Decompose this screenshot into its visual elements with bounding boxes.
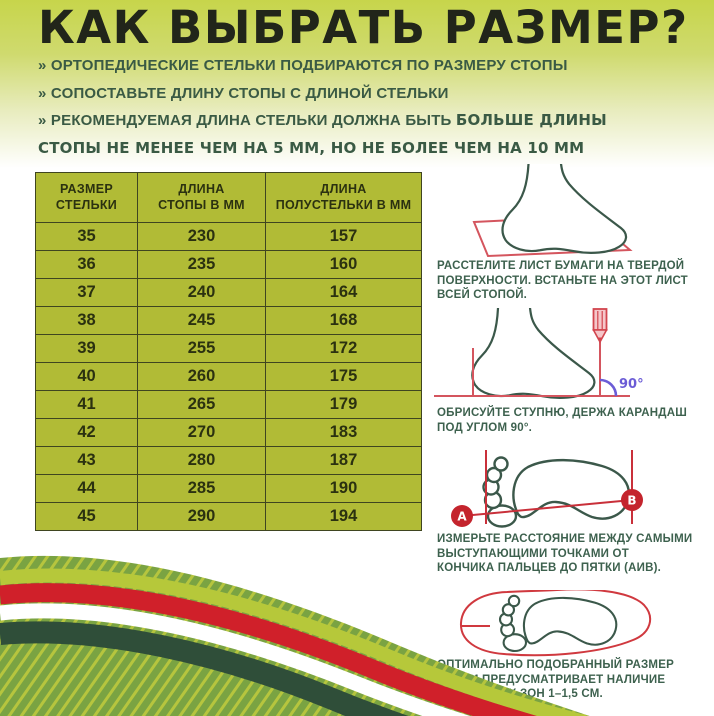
table-row: 41 265 179: [35, 389, 422, 419]
swoosh-red-band: [0, 583, 537, 716]
step-caption-3: ИЗМЕРЬТЕ РАССТОЯНИЕ МЕЖДУ САМЫМИ ВЫСТУПА…: [437, 533, 693, 574]
decorative-swoosh: [0, 552, 714, 716]
table-cell: 175: [265, 361, 422, 391]
column-header-half-insole-length: ДЛИНА ПОЛУСТЕЛЬКИ В ММ: [265, 172, 422, 223]
insole-outline-red: [459, 590, 652, 657]
table-cell: 187: [265, 445, 422, 475]
table-row: 38 245 168: [35, 305, 422, 335]
svg-text:А: А: [457, 510, 467, 524]
swoosh-dark-band: [0, 621, 409, 716]
table-cell: 230: [137, 221, 266, 251]
swoosh-bright-band: [0, 568, 590, 716]
table-cell: 270: [137, 417, 266, 447]
table-cell: 35: [35, 221, 138, 251]
table-cell: 45: [35, 501, 138, 531]
table-row: 42 270 183: [35, 417, 422, 447]
table-cell: 179: [265, 389, 422, 419]
bullet-marker: »: [38, 112, 47, 129]
table-header-row: РАЗМЕР СТЕЛЬКИ ДЛИНА СТОПЫ В ММ ДЛИНА ПО…: [35, 172, 422, 223]
table-row: 35 230 157: [35, 221, 422, 251]
bullet-item: » ОРТОПЕДИЧЕСКИЕ СТЕЛЬКИ ПОДБИРАЮТСЯ ПО …: [38, 52, 698, 80]
bullet-text: ОРТОПЕДИЧЕСКИЕ СТЕЛЬКИ ПОДБИРАЮТСЯ ПО РА…: [50, 57, 568, 74]
footprint-outline: [482, 456, 631, 528]
top-gradient-band: [0, 0, 714, 168]
bullet-text: СОПОСТАВЬТЕ ДЛИНУ СТОПЫ С ДЛИНОЙ СТЕЛЬКИ: [50, 84, 449, 102]
angle-label: 90°: [619, 377, 644, 392]
table-cell: 240: [137, 277, 266, 307]
table-cell: 157: [265, 221, 422, 251]
table-cell: 37: [35, 277, 138, 307]
table-cell: 194: [265, 501, 422, 531]
table-row: 45 290 194: [35, 501, 422, 531]
table-cell: 245: [137, 305, 266, 335]
table-row: 43 280 187: [35, 445, 422, 475]
table-row: 39 255 172: [35, 333, 422, 363]
table-cell: 168: [265, 305, 422, 335]
table-row: 44 285 190: [35, 473, 422, 503]
table-cell: 265: [137, 389, 266, 419]
column-header-size: РАЗМЕР СТЕЛЬКИ: [35, 172, 138, 223]
table-row: 37 240 164: [35, 277, 422, 307]
table-cell: 183: [265, 417, 422, 447]
table-cell: 41: [35, 389, 138, 419]
step-caption-2: ОБРИСУЙТЕ СТУПНЮ, ДЕРЖА КАРАНДАШ ПОД УГЛ…: [437, 407, 687, 434]
bullet-text: РЕКОМЕНДУЕМАЯ ДЛИНА СТЕЛЬКИ ДОЛЖНА БЫТЬ: [50, 112, 456, 129]
foot-side-outline: [471, 308, 596, 399]
table-cell: 36: [35, 249, 138, 279]
table-row: 40 260 175: [35, 361, 422, 391]
bullet-item: » РЕКОМЕНДУЕМАЯ ДЛИНА СТЕЛЬКИ ДОЛЖНА БЫТ…: [38, 107, 698, 162]
point-b-badge: В: [621, 489, 643, 511]
page-title: КАК ВЫБРАТЬ РАЗМЕР?: [38, 1, 689, 54]
table-cell: 280: [137, 445, 266, 475]
diagram-measure-footprint: А В: [448, 448, 650, 534]
table-cell: 290: [137, 501, 266, 531]
table-cell: 285: [137, 473, 266, 503]
bullet-list: » ОРТОПЕДИЧЕСКИЕ СТЕЛЬКИ ПОДБИРАЮТСЯ ПО …: [38, 52, 698, 162]
table-cell: 40: [35, 361, 138, 391]
table-cell: 160: [265, 249, 422, 279]
diagram-foot-on-paper: [458, 164, 642, 260]
foot-side-outline: [501, 164, 628, 254]
table-cell: 255: [137, 333, 266, 363]
diagram-free-zone: [452, 590, 668, 660]
table-cell: 235: [137, 249, 266, 279]
table-cell: 164: [265, 277, 422, 307]
table-cell: 172: [265, 333, 422, 363]
size-table: РАЗМЕР СТЕЛЬКИ ДЛИНА СТОПЫ В ММ ДЛИНА ПО…: [35, 172, 422, 531]
step-caption-1: РАССТЕЛИТЕ ЛИСТ БУМАГИ НА ТВЕРДОЙ ПОВЕРХ…: [437, 260, 688, 301]
swoosh-white-band: [0, 603, 471, 716]
bullet-item: » СОПОСТАВЬТЕ ДЛИНУ СТОПЫ С ДЛИНОЙ СТЕЛЬ…: [38, 80, 698, 108]
column-header-foot-length: ДЛИНА СТОПЫ В ММ: [137, 172, 266, 223]
point-a-badge: А: [451, 505, 473, 527]
table-cell: 39: [35, 333, 138, 363]
diagram-trace-foot: 90°: [432, 308, 644, 402]
step-caption-4: ОПТИМАЛЬНО ПОДОБРАННЫЙ РАЗМЕР ОБУВИ ПРЕД…: [437, 659, 674, 700]
pencil-icon: [592, 308, 608, 344]
table-row: 36 235 160: [35, 249, 422, 279]
measure-line-red: [461, 499, 633, 517]
bullet-marker: »: [38, 57, 47, 74]
angle-arc: [599, 378, 618, 397]
bullet-text-bold: БОЛЬШЕ ДЛИНЫ СТОПЫ НЕ МЕНЕЕ ЧЕМ НА 5 ММ,…: [38, 111, 607, 157]
bullet-marker: »: [38, 84, 47, 102]
table-cell: 42: [35, 417, 138, 447]
table-cell: 44: [35, 473, 138, 503]
footprint-outline: [498, 594, 618, 653]
svg-text:В: В: [627, 494, 636, 508]
table-cell: 190: [265, 473, 422, 503]
table-cell: 43: [35, 445, 138, 475]
table-cell: 38: [35, 305, 138, 335]
size-table-body: 35 230 157 36 235 160 37 240 164 38 245 168 39 255 172…: [35, 221, 422, 531]
table-cell: 260: [137, 361, 266, 391]
